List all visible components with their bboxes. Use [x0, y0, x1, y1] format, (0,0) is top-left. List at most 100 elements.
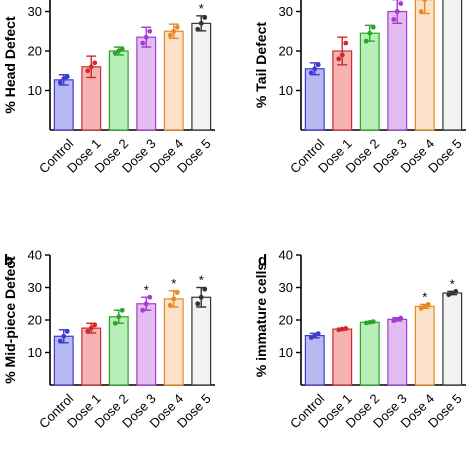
bar-dose-5	[191, 22, 212, 131]
bar-dose-4	[414, 305, 435, 386]
data-point	[370, 24, 376, 30]
data-point	[171, 296, 177, 302]
y-tick-label: 40	[279, 248, 293, 263]
data-point	[453, 289, 459, 294]
data-point	[422, 303, 428, 309]
bar-dose-2	[108, 316, 129, 386]
data-point	[391, 17, 397, 22]
data-point	[140, 40, 146, 46]
bar-control	[53, 335, 74, 386]
bar-dose-1	[332, 328, 353, 386]
data-point	[195, 301, 201, 307]
data-point	[64, 74, 70, 80]
data-point	[174, 289, 180, 295]
y-tick-label: 30	[28, 4, 42, 19]
data-point	[202, 15, 208, 20]
bar-dose-3	[387, 10, 408, 131]
data-point	[171, 28, 177, 34]
bar-dose-4	[163, 30, 184, 131]
data-point	[143, 301, 149, 307]
significance-marker: *	[450, 276, 455, 291]
bar-dose-1	[81, 327, 102, 386]
bar-dose-3	[136, 303, 157, 386]
data-point	[198, 20, 204, 26]
bar-control	[304, 335, 325, 386]
data-point	[418, 305, 424, 311]
bar-dose-5	[442, 0, 463, 131]
data-point	[147, 28, 153, 34]
bar-control	[304, 68, 325, 131]
data-point	[92, 322, 98, 328]
data-point	[61, 76, 67, 82]
data-point	[398, 315, 404, 321]
bar-dose-2	[359, 32, 380, 131]
data-point	[64, 328, 70, 334]
data-point	[88, 64, 94, 70]
data-point	[418, 9, 424, 14]
y-axis-label: % Head Defect	[2, 16, 18, 114]
significance-marker: *	[199, 273, 204, 288]
significance-marker: *	[422, 289, 427, 304]
data-point	[370, 319, 376, 325]
data-point	[147, 294, 153, 300]
y-tick-label: 10	[279, 345, 293, 360]
y-tick-label: 10	[28, 345, 42, 360]
data-point	[85, 68, 91, 74]
data-point	[85, 328, 91, 334]
data-point	[88, 325, 94, 331]
data-point	[57, 80, 63, 85]
data-point	[336, 56, 342, 62]
y-tick-label: 20	[279, 44, 293, 59]
data-point	[202, 286, 208, 292]
data-point	[167, 302, 173, 308]
data-point	[343, 40, 349, 46]
y-axis-label: % immature cells	[253, 263, 269, 378]
bar-dose-2	[108, 50, 129, 131]
data-point	[92, 60, 98, 66]
y-axis-label: % Tail Defect	[253, 22, 269, 108]
y-tick-label: 30	[279, 4, 293, 19]
data-point	[367, 30, 373, 36]
panel-letter: b	[4, 252, 13, 269]
y-tick-label: 30	[279, 280, 293, 295]
y-tick-label: 10	[28, 83, 42, 98]
data-point	[308, 70, 314, 76]
bar-dose-5	[442, 292, 463, 386]
data-point	[57, 338, 63, 344]
bar-dose-4	[163, 298, 184, 386]
y-axis-label: % Mid-piece Defect	[2, 256, 18, 384]
data-point	[198, 294, 204, 300]
data-point	[112, 50, 118, 56]
data-point	[140, 307, 146, 313]
data-point	[339, 52, 345, 58]
data-point	[308, 335, 314, 340]
data-point	[312, 66, 318, 72]
data-point	[116, 314, 122, 320]
data-point	[143, 34, 149, 40]
data-point	[315, 62, 321, 68]
data-point	[167, 32, 173, 38]
data-point	[119, 307, 125, 313]
data-point	[363, 38, 369, 44]
data-point	[112, 320, 118, 326]
bar-dose-4	[414, 0, 435, 131]
data-point	[422, 0, 428, 3]
y-tick-label: 20	[279, 313, 293, 328]
y-tick-label: 30	[28, 280, 42, 295]
significance-marker: *	[144, 282, 149, 297]
data-point	[343, 326, 349, 331]
data-point	[195, 26, 201, 32]
significance-marker: *	[171, 276, 176, 291]
data-point	[398, 1, 404, 6]
significance-marker: *	[199, 1, 204, 16]
data-point	[312, 333, 318, 338]
data-point	[174, 24, 180, 30]
bar-control	[53, 79, 74, 131]
y-tick-label: 20	[28, 44, 42, 59]
bar-dose-3	[136, 36, 157, 131]
